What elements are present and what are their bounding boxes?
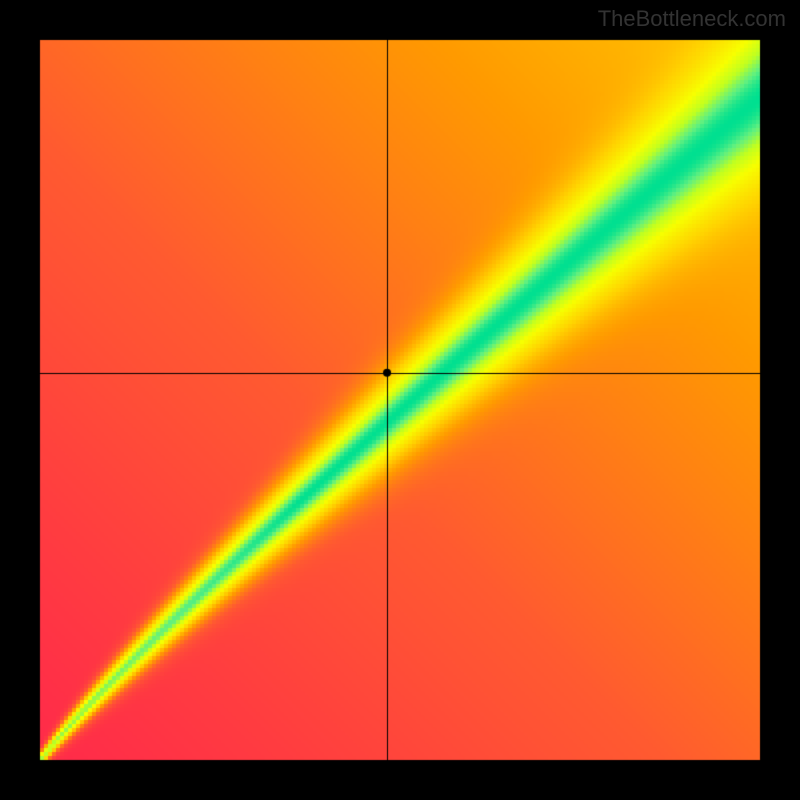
watermark-label: TheBottleneck.com bbox=[598, 6, 786, 32]
bottleneck-heatmap-canvas bbox=[0, 0, 800, 800]
chart-container: TheBottleneck.com bbox=[0, 0, 800, 800]
